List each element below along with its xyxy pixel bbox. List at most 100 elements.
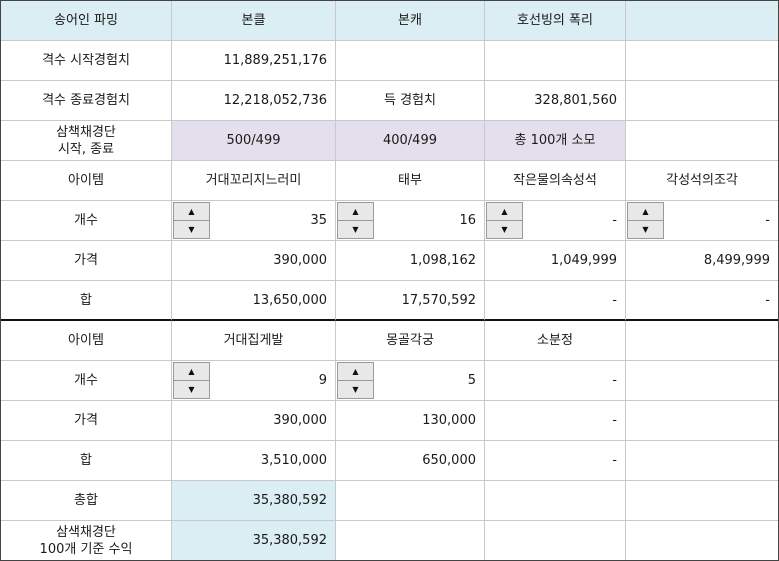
empty-cell [336, 521, 485, 560]
spin-up-icon[interactable]: ▲ [174, 363, 209, 381]
empty-cell [336, 481, 485, 521]
spin-down-icon[interactable]: ▼ [174, 381, 209, 398]
empty-cell [485, 521, 626, 560]
spin-up-icon[interactable]: ▲ [487, 203, 522, 221]
count-cell: ▲ ▼ 16 [336, 201, 485, 241]
sum-value: 13,650,000 [172, 281, 336, 321]
spin-down-icon[interactable]: ▼ [338, 221, 373, 238]
price-value[interactable]: 130,000 [336, 401, 485, 441]
item-name: 각성석의조각 [626, 161, 778, 201]
sum-value: 3,510,000 [172, 441, 336, 481]
exp-gain-value: 328,801,560 [485, 81, 626, 121]
item-label: 아이템 [1, 321, 172, 361]
count-label: 개수 [1, 361, 172, 401]
item-name: 소분정 [485, 321, 626, 361]
price-value[interactable]: 390,000 [172, 401, 336, 441]
spin-down-icon[interactable]: ▼ [174, 221, 209, 238]
team-bonchar[interactable]: 400/499 [336, 121, 485, 161]
count-spinner[interactable]: ▲ ▼ [173, 362, 210, 399]
sum-value: - [485, 441, 626, 481]
count-label: 개수 [1, 201, 172, 241]
exp-start-label: 격수 시작경험치 [1, 41, 172, 81]
empty-cell [626, 321, 778, 361]
count-cell: ▲ ▼ - [626, 201, 778, 241]
count-cell: ▲ ▼ 35 [172, 201, 336, 241]
count-cell: ▲ ▼ - [485, 201, 626, 241]
profit-value: 35,380,592 [172, 521, 336, 560]
spin-up-icon[interactable]: ▲ [174, 203, 209, 221]
exp-gain-label: 득 경험치 [336, 81, 485, 121]
item-name: 거대꼬리지느러미 [172, 161, 336, 201]
count-spinner[interactable]: ▲ ▼ [337, 362, 374, 399]
empty-cell [626, 81, 778, 121]
spin-up-icon[interactable]: ▲ [628, 203, 663, 221]
spin-down-icon[interactable]: ▼ [338, 381, 373, 398]
sum-value: 650,000 [336, 441, 485, 481]
empty-cell [626, 441, 778, 481]
sum-label: 합 [1, 441, 172, 481]
team-label-line2: 시작, 종료 [57, 141, 115, 157]
spin-down-icon[interactable]: ▼ [487, 221, 522, 238]
empty-cell [626, 401, 778, 441]
price-value[interactable]: - [485, 401, 626, 441]
count-spinner[interactable]: ▲ ▼ [486, 202, 523, 239]
item-name: 몽골각궁 [336, 321, 485, 361]
count-cell: ▲ ▼ 9 [172, 361, 336, 401]
count-spinner[interactable]: ▲ ▼ [173, 202, 210, 239]
item-name: 거대집게발 [172, 321, 336, 361]
sum-value: 17,570,592 [336, 281, 485, 321]
empty-cell [626, 41, 778, 81]
item-name: 태부 [336, 161, 485, 201]
exp-end-label: 격수 종료경험치 [1, 81, 172, 121]
count-spinner[interactable]: ▲ ▼ [337, 202, 374, 239]
price-value[interactable]: 1,098,162 [336, 241, 485, 281]
spin-down-icon[interactable]: ▼ [628, 221, 663, 238]
total-value: 35,380,592 [172, 481, 336, 521]
header-cell: 본캐 [336, 1, 485, 41]
count-value: - [612, 213, 617, 228]
header-cell: 호선빙의 폭리 [485, 1, 626, 41]
price-label: 가격 [1, 401, 172, 441]
exp-start-value[interactable]: 11,889,251,176 [172, 41, 336, 81]
price-value[interactable]: 1,049,999 [485, 241, 626, 281]
count-value: 5 [467, 373, 476, 388]
item-name: 작은물의속성석 [485, 161, 626, 201]
empty-cell [485, 481, 626, 521]
profit-label: 삼색채경단 100개 기준 수익 [1, 521, 172, 560]
item-label: 아이템 [1, 161, 172, 201]
header-cell: 본클 [172, 1, 336, 41]
team-label: 삼책채경단 시작, 종료 [1, 121, 172, 161]
count-value: 9 [318, 373, 327, 388]
empty-cell [336, 41, 485, 81]
profit-label-line1: 삼색채경단 [56, 524, 116, 540]
sum-value: - [485, 281, 626, 321]
team-bonclass[interactable]: 500/499 [172, 121, 336, 161]
count-value: - [485, 361, 626, 401]
price-value[interactable]: 390,000 [172, 241, 336, 281]
count-value: 35 [310, 213, 327, 228]
sum-label: 합 [1, 281, 172, 321]
count-value: 16 [459, 213, 476, 228]
total-label: 총합 [1, 481, 172, 521]
price-label: 가격 [1, 241, 172, 281]
sum-value: - [626, 281, 778, 321]
price-value[interactable]: 8,499,999 [626, 241, 778, 281]
header-cell: 송어인 파밍 [1, 1, 172, 41]
empty-cell [626, 481, 778, 521]
empty-cell [626, 121, 778, 161]
count-value: - [765, 213, 770, 228]
spin-up-icon[interactable]: ▲ [338, 203, 373, 221]
header-cell [626, 1, 778, 41]
team-label-line1: 삼책채경단 [56, 124, 116, 140]
empty-cell [485, 41, 626, 81]
exp-end-value[interactable]: 12,218,052,736 [172, 81, 336, 121]
empty-cell [626, 521, 778, 560]
count-spinner[interactable]: ▲ ▼ [627, 202, 664, 239]
spin-up-icon[interactable]: ▲ [338, 363, 373, 381]
team-total: 총 100개 소모 [485, 121, 626, 161]
profit-label-line2: 100개 기준 수익 [39, 541, 133, 557]
count-cell: ▲ ▼ 5 [336, 361, 485, 401]
empty-cell [626, 361, 778, 401]
